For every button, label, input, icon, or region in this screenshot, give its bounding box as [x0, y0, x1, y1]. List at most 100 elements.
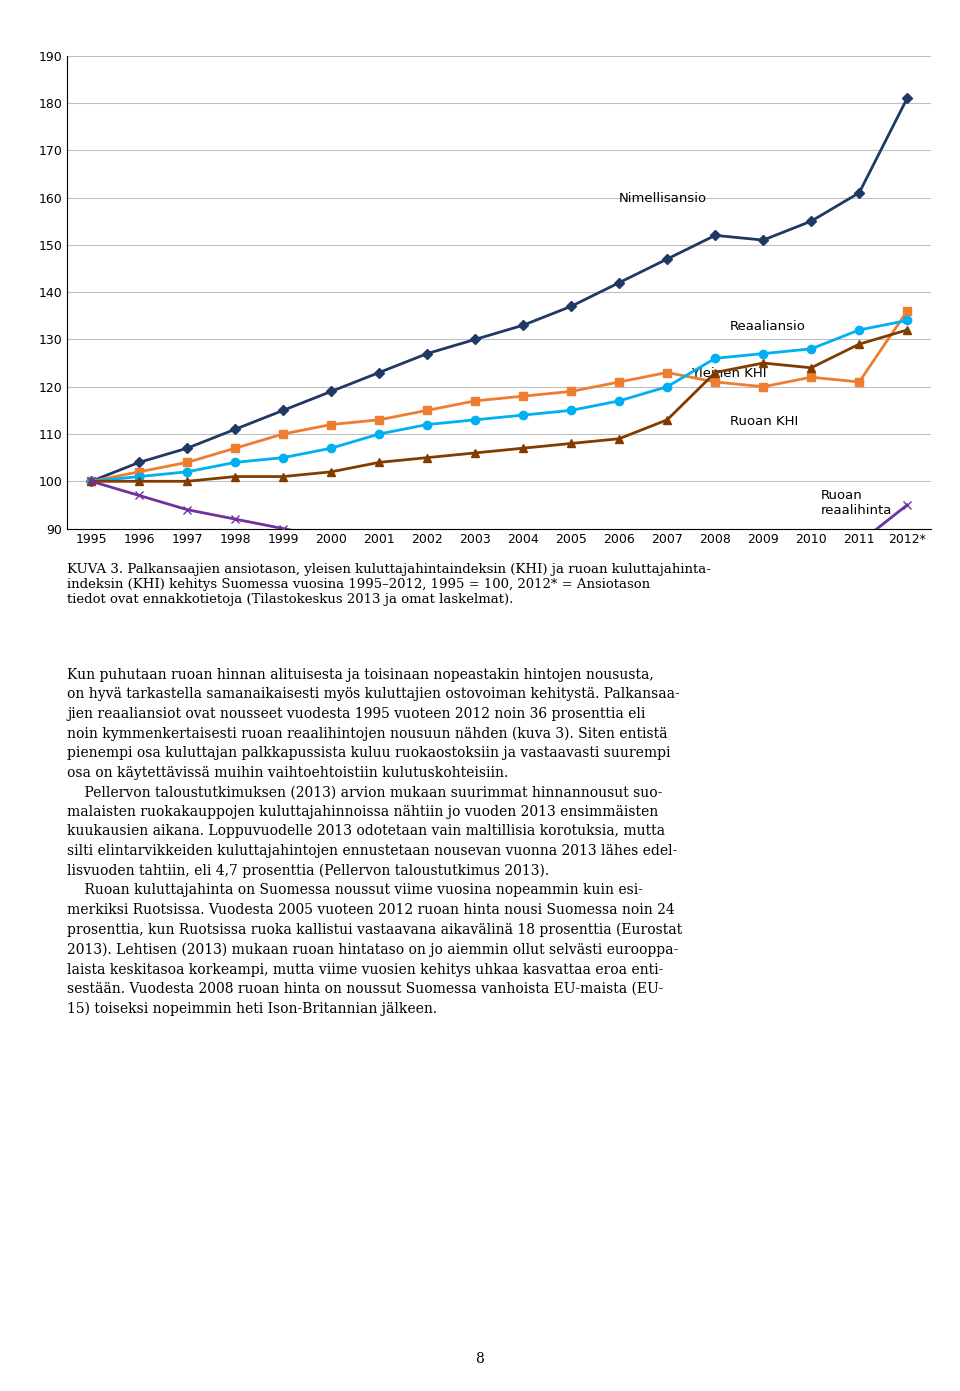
- Nimellisansio: [517, 317, 529, 334]
- Ruoan
reaalihinta: [517, 548, 529, 565]
- Ruoan
reaalihinta: [421, 544, 433, 561]
- Reaaliansio: [469, 392, 481, 409]
- Yleinen KHI: [901, 312, 913, 328]
- Ruoan
reaalihinta: [181, 501, 193, 517]
- Reaaliansio: [901, 303, 913, 320]
- Nimellisansio: [133, 453, 145, 470]
- Nimellisansio: [661, 250, 673, 267]
- Yleinen KHI: [373, 426, 385, 442]
- Text: Reaaliansio: Reaaliansio: [730, 320, 805, 332]
- Yleinen KHI: [661, 378, 673, 395]
- Ruoan
reaalihinta: [85, 473, 97, 490]
- Nimellisansio: [181, 440, 193, 456]
- Line: Nimellisansio: Nimellisansio: [87, 95, 911, 484]
- Ruoan
reaalihinta: [709, 534, 721, 551]
- Ruoan KHI: [469, 445, 481, 462]
- Nimellisansio: [709, 227, 721, 243]
- Reaaliansio: [565, 383, 577, 399]
- Yleinen KHI: [853, 321, 865, 338]
- Reaaliansio: [709, 374, 721, 391]
- Nimellisansio: [229, 421, 241, 438]
- Ruoan
reaalihinta: [805, 540, 817, 556]
- Ruoan KHI: [325, 463, 337, 480]
- Text: Yleinen KHI: Yleinen KHI: [691, 367, 767, 380]
- Line: Reaaliansio: Reaaliansio: [87, 307, 911, 485]
- Reaaliansio: [613, 374, 625, 391]
- Yleinen KHI: [325, 440, 337, 456]
- Text: Kun puhutaan ruoan hinnan alituisesta ja toisinaan nopeastakin hintojen noususta: Kun puhutaan ruoan hinnan alituisesta ja…: [67, 668, 683, 1015]
- Ruoan KHI: [277, 469, 289, 485]
- Ruoan KHI: [805, 359, 817, 376]
- Ruoan KHI: [517, 440, 529, 456]
- Ruoan KHI: [181, 473, 193, 490]
- Line: Ruoan
reaalihinta: Ruoan reaalihinta: [87, 477, 911, 570]
- Ruoan
reaalihinta: [373, 534, 385, 551]
- Yleinen KHI: [229, 453, 241, 470]
- Nimellisansio: [805, 213, 817, 230]
- Ruoan
reaalihinta: [661, 554, 673, 570]
- Nimellisansio: [469, 331, 481, 348]
- Ruoan
reaalihinta: [853, 534, 865, 551]
- Ruoan KHI: [421, 449, 433, 466]
- Text: 8: 8: [475, 1352, 485, 1366]
- Reaaliansio: [661, 364, 673, 381]
- Line: Ruoan KHI: Ruoan KHI: [87, 325, 911, 485]
- Reaaliansio: [421, 402, 433, 419]
- Reaaliansio: [805, 369, 817, 385]
- Ruoan
reaalihinta: [277, 520, 289, 537]
- Line: Yleinen KHI: Yleinen KHI: [87, 316, 911, 485]
- Reaaliansio: [325, 416, 337, 433]
- Nimellisansio: [901, 90, 913, 107]
- Nimellisansio: [325, 383, 337, 399]
- Ruoan
reaalihinta: [133, 487, 145, 504]
- Yleinen KHI: [517, 406, 529, 423]
- Ruoan KHI: [565, 435, 577, 452]
- Nimellisansio: [85, 473, 97, 490]
- Ruoan KHI: [613, 430, 625, 447]
- Yleinen KHI: [613, 392, 625, 409]
- Nimellisansio: [853, 185, 865, 202]
- Reaaliansio: [181, 453, 193, 470]
- Nimellisansio: [565, 298, 577, 314]
- Ruoan
reaalihinta: [901, 497, 913, 513]
- Ruoan
reaalihinta: [469, 544, 481, 561]
- Yleinen KHI: [421, 416, 433, 433]
- Ruoan KHI: [373, 453, 385, 470]
- Nimellisansio: [757, 232, 769, 249]
- Yleinen KHI: [757, 345, 769, 362]
- Reaaliansio: [853, 374, 865, 391]
- Ruoan
reaalihinta: [757, 530, 769, 547]
- Ruoan KHI: [901, 321, 913, 338]
- Yleinen KHI: [805, 341, 817, 357]
- Reaaliansio: [757, 378, 769, 395]
- Yleinen KHI: [709, 351, 721, 367]
- Ruoan KHI: [709, 364, 721, 381]
- Yleinen KHI: [565, 402, 577, 419]
- Ruoan KHI: [133, 473, 145, 490]
- Ruoan
reaalihinta: [565, 554, 577, 570]
- Ruoan KHI: [229, 469, 241, 485]
- Ruoan KHI: [661, 412, 673, 428]
- Text: Ruoan KHI: Ruoan KHI: [730, 415, 798, 427]
- Nimellisansio: [421, 345, 433, 362]
- Ruoan KHI: [85, 473, 97, 490]
- Ruoan
reaalihinta: [229, 510, 241, 527]
- Nimellisansio: [373, 364, 385, 381]
- Reaaliansio: [277, 426, 289, 442]
- Yleinen KHI: [277, 449, 289, 466]
- Yleinen KHI: [85, 473, 97, 490]
- Yleinen KHI: [469, 412, 481, 428]
- Yleinen KHI: [133, 469, 145, 485]
- Ruoan
reaalihinta: [613, 558, 625, 574]
- Reaaliansio: [229, 440, 241, 456]
- Text: Nimellisansio: Nimellisansio: [619, 192, 708, 206]
- Ruoan KHI: [757, 355, 769, 371]
- Text: Ruoan
reaalihinta: Ruoan reaalihinta: [821, 490, 892, 517]
- Reaaliansio: [517, 388, 529, 405]
- Text: KUVA 3. Palkansaajien ansiotason, yleisen kuluttajahintaindeksin (KHI) ja ruoan : KUVA 3. Palkansaajien ansiotason, yleise…: [67, 563, 711, 606]
- Ruoan KHI: [853, 335, 865, 352]
- Nimellisansio: [613, 274, 625, 291]
- Nimellisansio: [277, 402, 289, 419]
- Reaaliansio: [85, 473, 97, 490]
- Ruoan
reaalihinta: [325, 530, 337, 547]
